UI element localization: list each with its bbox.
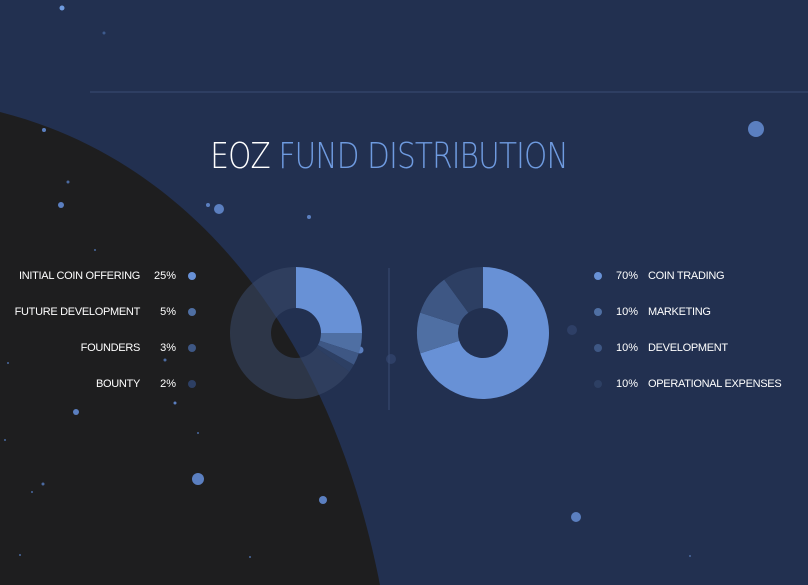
donut-slice-2 bbox=[417, 312, 460, 354]
donut-slice-1 bbox=[296, 267, 362, 333]
legend-percent: 10% bbox=[616, 342, 639, 354]
legend-percent: 3% bbox=[160, 342, 176, 354]
legend-dot-icon bbox=[594, 380, 602, 388]
legend-percent: 70% bbox=[616, 270, 639, 282]
legend-dot-icon bbox=[594, 344, 602, 352]
legend-label: FUTURE DEVELOPMENT bbox=[14, 306, 141, 318]
legend-item-development: 10% DEVELOPMENT bbox=[594, 338, 728, 358]
legend-percent: 25% bbox=[153, 270, 176, 282]
legend-item-coin-trading: 70% COIN TRADING bbox=[594, 266, 725, 286]
legend-dot-icon bbox=[188, 272, 196, 280]
token-distribution-donut bbox=[230, 267, 362, 399]
legend-item-future-development: FUTURE DEVELOPMENT 5% bbox=[15, 302, 196, 322]
page-title: EOZ FUND DISTRIBUTION bbox=[70, 136, 708, 177]
legend-percent: 2% bbox=[160, 378, 176, 390]
legend-dot-icon bbox=[188, 344, 196, 352]
legend-item-founders: FOUNDERS 3% bbox=[81, 338, 196, 358]
donut-slice-3 bbox=[420, 279, 469, 326]
donut-slice-4 bbox=[444, 267, 483, 313]
star-field bbox=[4, 5, 764, 558]
title-main: FUND DISTRIBUTION bbox=[278, 136, 568, 177]
legend-percent: 10% bbox=[616, 378, 639, 390]
title-prefix: EOZ bbox=[210, 136, 270, 177]
donut-slice-remainder bbox=[230, 267, 350, 399]
legend-dot-icon bbox=[594, 272, 602, 280]
legend-dot-icon bbox=[188, 308, 196, 316]
legend-label: FOUNDERS bbox=[80, 342, 141, 354]
legend-label: OPERATIONAL EXPENSES bbox=[648, 378, 782, 390]
legend-item-marketing: 10% MARKETING bbox=[594, 302, 711, 322]
fund-distribution-donut bbox=[417, 267, 549, 399]
legend-label: COIN TRADING bbox=[648, 270, 725, 282]
donut-slice-2 bbox=[319, 333, 362, 354]
legend-label: DEVELOPMENT bbox=[648, 342, 728, 354]
donut-slice-1 bbox=[420, 267, 549, 399]
legend-label: BOUNTY bbox=[95, 378, 140, 390]
legend-item-ico: INITIAL COIN OFFERING 25% bbox=[19, 266, 196, 286]
legend-percent: 10% bbox=[616, 306, 639, 318]
legend-item-operational-expenses: 10% OPERATIONAL EXPENSES bbox=[594, 374, 782, 394]
legend-item-bounty: BOUNTY 2% bbox=[96, 374, 196, 394]
donut-slice-4 bbox=[316, 345, 354, 372]
donut-slice-3 bbox=[317, 340, 359, 365]
legend-percent: 5% bbox=[160, 306, 176, 318]
legend-dot-icon bbox=[594, 308, 602, 316]
legend-dot-icon bbox=[188, 380, 196, 388]
legend-label: MARKETING bbox=[648, 306, 711, 318]
legend-label: INITIAL COIN OFFERING bbox=[18, 270, 140, 282]
